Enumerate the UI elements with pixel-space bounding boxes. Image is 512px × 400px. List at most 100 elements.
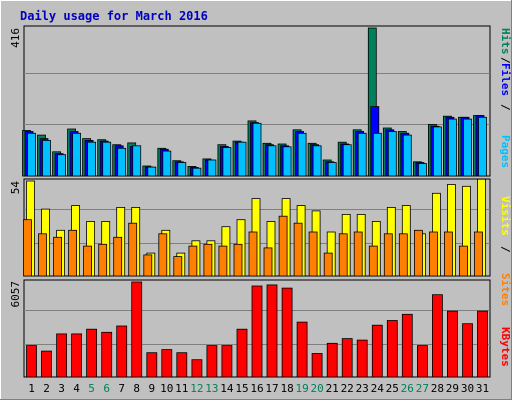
legend-visits: Visits — [499, 196, 512, 236]
pages-bar-28 — [432, 126, 442, 177]
sites-bar-19 — [293, 222, 303, 277]
pages-bar-20 — [312, 145, 322, 177]
sites-bar-15 — [233, 243, 243, 277]
kbytes-bar-31 — [477, 310, 488, 378]
sites-bar-22 — [338, 233, 348, 277]
sites-bar-23 — [353, 231, 363, 277]
pages-bar-23 — [357, 132, 367, 177]
kbytes-bar-27 — [416, 345, 428, 378]
kbytes-bar-25 — [386, 320, 398, 378]
sites-bar-6 — [98, 243, 108, 277]
pages-bar-26 — [402, 134, 412, 177]
kbytes-bar-24 — [371, 324, 383, 378]
kbytes-bar-26 — [401, 313, 413, 378]
x-label-day-8: 8 — [133, 382, 140, 395]
x-label-day-29: 29 — [446, 382, 459, 395]
x-label-day-30: 30 — [461, 382, 474, 395]
pages-bar-11 — [177, 162, 187, 177]
kbytes-bar-18 — [281, 287, 293, 378]
x-label-day-22: 22 — [341, 382, 354, 395]
x-label-day-10: 10 — [160, 382, 173, 395]
legend-sites: Sites — [499, 273, 512, 306]
x-label-day-11: 11 — [175, 382, 188, 395]
x-label-day-13: 13 — [205, 382, 218, 395]
x-label-day-20: 20 — [310, 382, 323, 395]
kbytes-bar-9 — [146, 352, 158, 378]
legend-sep-3: / — [499, 246, 512, 253]
kbytes-max-label: 6057 — [9, 281, 22, 308]
sites-bar-31 — [474, 231, 483, 277]
kbytes-bar-2 — [41, 350, 52, 378]
pages-bar-16 — [252, 122, 262, 177]
pages-bar-25 — [387, 131, 397, 177]
chart-bars — [22, 27, 488, 378]
pages-bar-24 — [372, 132, 382, 177]
sites-bar-3 — [53, 236, 62, 277]
sites-bar-26 — [398, 233, 408, 277]
sites-bar-17 — [263, 247, 273, 277]
pages-bar-7 — [117, 147, 127, 177]
sites-bar-14 — [218, 245, 228, 277]
kbytes-bar-23 — [356, 339, 368, 378]
pages-bar-3 — [57, 154, 66, 177]
pages-bar-31 — [478, 116, 487, 177]
x-label-day-28: 28 — [431, 382, 444, 395]
legend-pages: Pages — [499, 135, 512, 168]
kbytes-bar-13 — [206, 345, 218, 378]
sites-bar-27 — [413, 229, 423, 277]
x-label-day-2: 2 — [43, 382, 50, 395]
kbytes-bar-8 — [131, 281, 143, 378]
x-label-day-3: 3 — [58, 382, 65, 395]
sites-bar-28 — [428, 231, 438, 277]
kbytes-bar-28 — [431, 294, 443, 378]
x-axis-labels: 1 2 3 4 5 6 7 8 9 10 11 12 13 14 15 16 17 18 19 20 21 22 23 24 2… — [28, 382, 489, 395]
pages-bar-13 — [207, 159, 217, 177]
sites-bar-25 — [383, 233, 393, 277]
pages-bar-10 — [162, 150, 172, 177]
pages-bar-8 — [132, 145, 142, 177]
x-label-day-6: 6 — [103, 382, 110, 395]
sites-bar-30 — [459, 245, 468, 277]
legend-pages-files-hits: Pages / Files / Hits — [499, 28, 512, 168]
x-label-day-16: 16 — [250, 382, 263, 395]
kbytes-bar-7 — [116, 325, 128, 378]
legend-sep-1: / — [499, 104, 512, 111]
pages-bar-22 — [342, 144, 352, 177]
kbytes-bar-17 — [266, 284, 278, 378]
x-label-day-1: 1 — [28, 382, 35, 395]
sites-bar-24 — [368, 245, 378, 277]
pages-bar-29 — [447, 118, 457, 177]
x-label-day-24: 24 — [371, 382, 385, 395]
pages-bar-30 — [463, 118, 472, 177]
sites-bar-29 — [443, 231, 453, 277]
hits-max-label: 416 — [9, 28, 22, 48]
kbytes-bar-30 — [462, 323, 473, 378]
kbytes-bar-5 — [86, 328, 97, 378]
legend-sites-visits: Sites / Visits — [499, 196, 512, 306]
x-label-day-5: 5 — [88, 382, 95, 395]
sites-bar-16 — [248, 231, 258, 277]
pages-bar-17 — [267, 145, 277, 177]
kbytes-bar-11 — [176, 352, 188, 378]
kbytes-bar-12 — [191, 359, 203, 378]
pages-bar-15 — [237, 141, 247, 177]
sites-bar-18 — [278, 215, 288, 277]
sites-bar-12 — [188, 245, 198, 277]
sites-bar-7 — [113, 236, 123, 277]
pages-bar-21 — [327, 162, 337, 177]
legend-files: Files — [499, 63, 512, 96]
kbytes-bar-15 — [236, 328, 248, 378]
kbytes-bar-10 — [161, 349, 173, 378]
legend-sep-2: / — [499, 57, 512, 64]
kbytes-bar-16 — [251, 285, 263, 378]
pages-bar-5 — [87, 141, 96, 177]
chart-title: Daily usage for March 2016 — [20, 9, 208, 23]
sites-bar-13 — [203, 243, 213, 277]
pages-bar-18 — [282, 146, 292, 177]
x-label-day-26: 26 — [401, 382, 414, 395]
legend-kbytes: KBytes — [499, 327, 512, 367]
visits-max-label: 54 — [9, 181, 22, 195]
x-label-day-7: 7 — [118, 382, 125, 395]
kbytes-bar-19 — [296, 321, 308, 378]
